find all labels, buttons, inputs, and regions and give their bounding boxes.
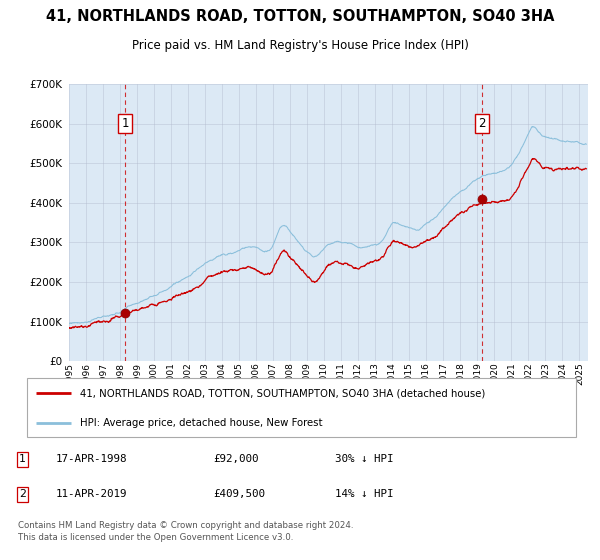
Text: 41, NORTHLANDS ROAD, TOTTON, SOUTHAMPTON, SO40 3HA (detached house): 41, NORTHLANDS ROAD, TOTTON, SOUTHAMPTON…	[80, 388, 485, 398]
Text: 2024: 2024	[558, 362, 567, 385]
Text: 2019: 2019	[473, 362, 482, 385]
Text: £92,000: £92,000	[214, 454, 259, 464]
Text: 2013: 2013	[371, 362, 380, 385]
Text: 2017: 2017	[439, 362, 448, 385]
Text: 2007: 2007	[269, 362, 278, 385]
Text: 17-APR-1998: 17-APR-1998	[55, 454, 127, 464]
Text: 2011: 2011	[337, 362, 346, 385]
Text: 2001: 2001	[167, 362, 176, 385]
Text: 2009: 2009	[303, 362, 312, 385]
Text: 2: 2	[479, 117, 486, 130]
Text: 1: 1	[121, 117, 129, 130]
Text: 2014: 2014	[388, 362, 397, 385]
Text: 2015: 2015	[405, 362, 414, 385]
Text: 1997: 1997	[98, 362, 107, 385]
FancyBboxPatch shape	[27, 378, 577, 437]
Text: 2021: 2021	[507, 362, 516, 385]
Text: 41, NORTHLANDS ROAD, TOTTON, SOUTHAMPTON, SO40 3HA: 41, NORTHLANDS ROAD, TOTTON, SOUTHAMPTON…	[46, 9, 554, 24]
Text: 11-APR-2019: 11-APR-2019	[55, 489, 127, 499]
Text: 2025: 2025	[575, 362, 584, 385]
Text: 2003: 2003	[200, 362, 209, 385]
Text: 2016: 2016	[422, 362, 431, 385]
Text: 14% ↓ HPI: 14% ↓ HPI	[335, 489, 393, 499]
Text: 1999: 1999	[133, 362, 142, 385]
Text: Price paid vs. HM Land Registry's House Price Index (HPI): Price paid vs. HM Land Registry's House …	[131, 39, 469, 53]
Text: 1996: 1996	[82, 362, 91, 385]
Text: HPI: Average price, detached house, New Forest: HPI: Average price, detached house, New …	[80, 418, 322, 428]
Text: 2: 2	[19, 489, 26, 499]
Text: 30% ↓ HPI: 30% ↓ HPI	[335, 454, 393, 464]
Text: 2005: 2005	[235, 362, 244, 385]
Text: 2000: 2000	[149, 362, 158, 385]
Text: 2020: 2020	[490, 362, 499, 385]
Text: 2004: 2004	[218, 362, 227, 385]
Text: 1998: 1998	[116, 362, 125, 385]
Text: 2023: 2023	[541, 362, 550, 385]
Text: 2006: 2006	[251, 362, 260, 385]
Text: 1: 1	[19, 454, 26, 464]
Text: Contains HM Land Registry data © Crown copyright and database right 2024.
This d: Contains HM Land Registry data © Crown c…	[18, 521, 353, 543]
Text: £409,500: £409,500	[214, 489, 266, 499]
Text: 1995: 1995	[65, 362, 74, 385]
Text: 2022: 2022	[524, 362, 533, 385]
Text: 2012: 2012	[354, 362, 363, 385]
Text: 2008: 2008	[286, 362, 295, 385]
Text: 2010: 2010	[320, 362, 329, 385]
Text: 2018: 2018	[456, 362, 465, 385]
Text: 2002: 2002	[184, 362, 193, 385]
